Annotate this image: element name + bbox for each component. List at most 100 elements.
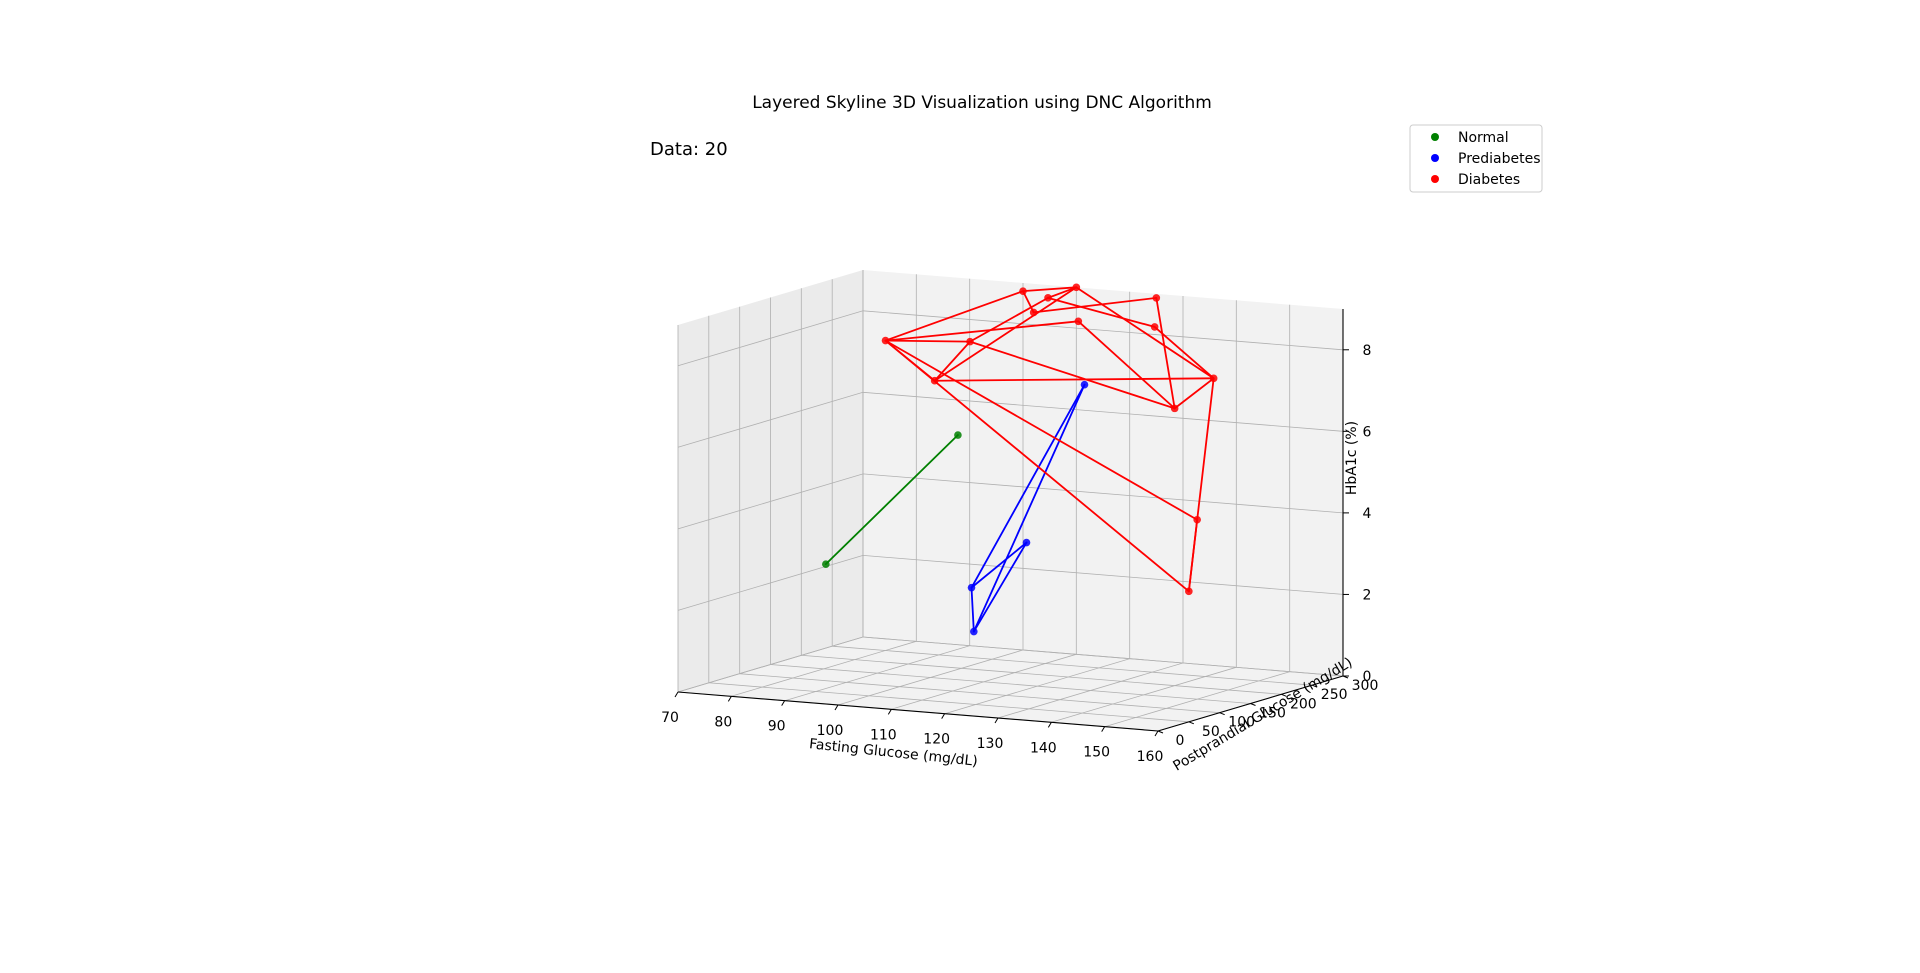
y-tick-label: 150 (1259, 706, 1286, 722)
x-tick-label: 130 (977, 736, 1004, 752)
legend-box (1409, 124, 1543, 193)
x-tick-label: 140 (1030, 740, 1057, 756)
diabetes-point (1150, 323, 1159, 331)
x-tick-mark (674, 691, 679, 698)
diabetes-skyline-line (884, 320, 1080, 342)
z-tick-label: 4 (1363, 506, 1372, 522)
x-tick-mark (834, 704, 839, 711)
x-tick-label: 120 (923, 732, 950, 748)
x-tick-label: 110 (870, 727, 897, 743)
x-tick-mark (994, 717, 999, 724)
diabetes-skyline-line (1047, 286, 1078, 299)
legend-marker-prediabetes (1431, 154, 1439, 162)
diabetes-skyline-line (884, 339, 1199, 521)
diabetes-skyline-line (1077, 320, 1176, 410)
normal-point (822, 560, 830, 568)
x-tick-label: 150 (1083, 745, 1110, 761)
legend-label-normal: Normal (1458, 130, 1509, 146)
prediabetes-skyline-line (970, 586, 975, 633)
diabetes-skyline-line (1047, 296, 1156, 328)
y-tick-mark (1281, 693, 1287, 697)
normal-point (954, 431, 962, 439)
z-axis-label: HbA1c (%) (1344, 421, 1360, 495)
prediabetes-point (967, 583, 976, 592)
diabetes-point (1029, 308, 1038, 317)
diabetes-point (930, 376, 939, 385)
x-tick-mark (887, 709, 892, 715)
normal-skyline-line (824, 434, 959, 566)
x-tick-mark (941, 713, 946, 719)
data-count-annotation: Data: 20 (650, 139, 728, 160)
y-tick-label: 100 (1228, 715, 1255, 731)
data-points (822, 283, 1218, 636)
z-grid-line (677, 391, 1344, 448)
x-tick-mark (1047, 722, 1052, 728)
prediabetes-skyline-line (972, 541, 1028, 633)
prediabetes-skyline-line (970, 541, 1028, 589)
prediabetes-point (1080, 380, 1089, 389)
diabetes-skyline-line (1153, 326, 1215, 380)
x-tick-label: 160 (1137, 749, 1164, 765)
x-tick-mark (781, 700, 786, 706)
diabetes-skyline-line (884, 290, 1024, 342)
y-tick-mark (1157, 730, 1164, 734)
diabetes-skyline-line (969, 296, 1049, 343)
diabetes-point (1209, 374, 1218, 383)
prediabetes-skyline-line (972, 383, 1086, 633)
z-grid-line (677, 310, 1344, 367)
legend-marker-diabetes (1431, 175, 1439, 183)
x-tick-label: 80 (714, 714, 732, 730)
x-tick-label: 70 (661, 710, 679, 726)
y-tick-mark (1250, 703, 1256, 706)
z-tick-label: 2 (1363, 587, 1372, 603)
diabetes-skyline-line (1032, 297, 1158, 314)
axis-panes (678, 270, 1343, 731)
z-tick-label: 8 (1363, 343, 1372, 359)
diabetes-skyline-line (1075, 286, 1215, 380)
diabetes-point (1019, 287, 1027, 295)
legend-label-diabetes: Diabetes (1458, 172, 1520, 188)
x-tick-mark (727, 696, 732, 702)
x-axis-line (677, 691, 1159, 732)
diabetes-skyline-line (1173, 377, 1215, 410)
diabetes-point (1185, 587, 1193, 596)
diabetes-point (1044, 294, 1052, 302)
z-tick-label: 6 (1363, 424, 1372, 440)
prediabetes-point (970, 627, 978, 636)
x-tick-label: 90 (768, 719, 786, 735)
z-grid-line (677, 554, 1344, 611)
legend-marker-normal (1431, 133, 1439, 141)
y-tick-mark (1311, 684, 1318, 688)
x-tick-mark (1101, 726, 1106, 732)
y-tick-label: 300 (1352, 678, 1379, 694)
diabetes-skyline-line (933, 377, 1215, 382)
x-tick-mark (1154, 730, 1159, 737)
diabetes-point (1072, 283, 1081, 292)
diabetes-point (1193, 515, 1201, 524)
diabetes-skyline-line (933, 340, 971, 382)
y-tick-label: 50 (1202, 724, 1220, 740)
chart-title: Layered Skyline 3D Visualization using D… (752, 93, 1212, 113)
z-grid-line (677, 636, 1344, 693)
y-tick-mark (1219, 712, 1225, 716)
y-tick-mark (1188, 721, 1195, 725)
prediabetes-point (1022, 538, 1031, 547)
y-tick-label: 250 (1321, 687, 1348, 703)
axis-ticks: 70 80 90 100 110 120 130 140 150 1600501001502002… (661, 343, 1378, 765)
z-tick-label: 0 (1363, 669, 1372, 685)
back-pane (863, 270, 1343, 676)
diabetes-skyline-line (1022, 290, 1035, 314)
diabetes-point (966, 337, 974, 346)
z-grid-line (677, 473, 1344, 530)
x-tick-label: 100 (817, 723, 844, 739)
diabetes-skyline-line (969, 340, 1176, 410)
prediabetes-skyline-line (970, 383, 1086, 589)
diabetes-point (1152, 294, 1161, 302)
diabetes-point (1170, 404, 1179, 413)
diabetes-point (1074, 317, 1083, 326)
legend: Normal Prediabetes Diabetes (1409, 124, 1543, 193)
y-tick-label: 0 (1176, 733, 1185, 749)
diabetes-skyline-line (933, 286, 1078, 382)
diabetes-point (881, 336, 890, 345)
